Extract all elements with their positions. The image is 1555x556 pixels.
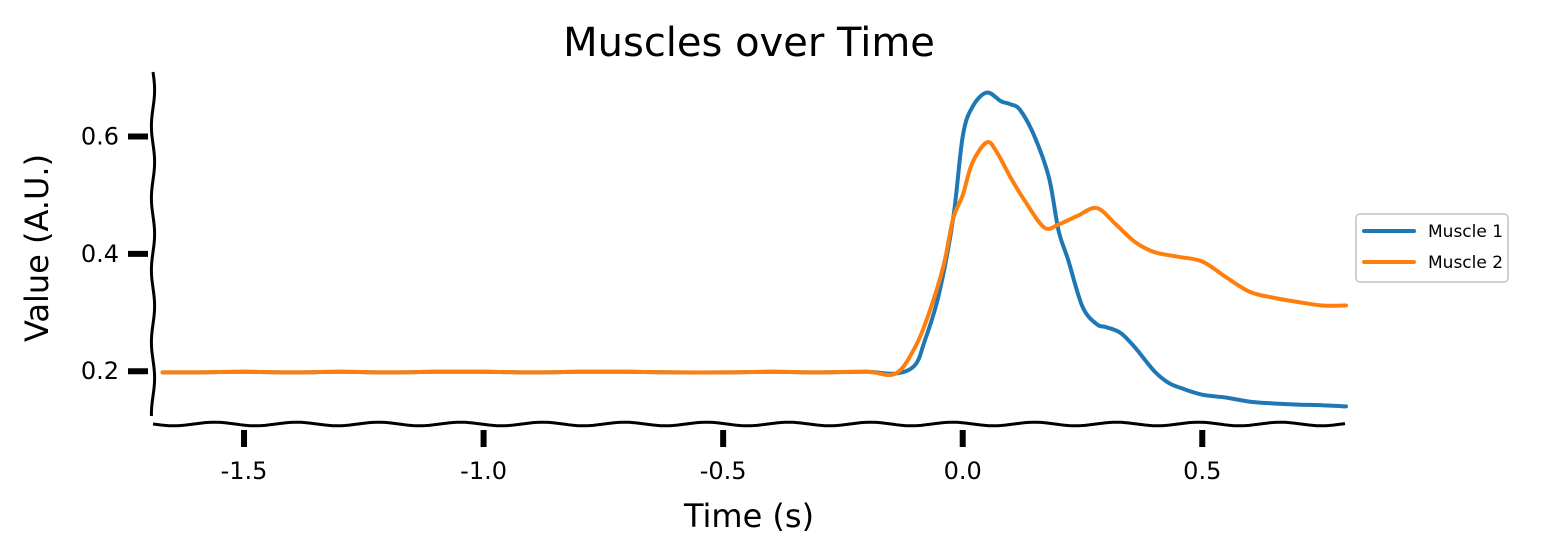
y-tick-label: 0.2 (81, 357, 119, 385)
legend-label-muscle-2: Muscle 2 (1428, 253, 1503, 273)
x-tick-label: -1.5 (221, 457, 268, 485)
axes: 0.2 0.4 0.6 -1.5 -1.0 -0.5 0.0 0.5 (81, 71, 1346, 485)
x-tick-label: -0.5 (700, 457, 747, 485)
series-line-muscle-2 (160, 139, 1348, 377)
series-line-muscle-1 (160, 90, 1348, 409)
y-axis-line (149, 71, 157, 416)
y-tick-label: 0.6 (81, 123, 119, 151)
y-tick-label: 0.4 (81, 240, 119, 268)
x-axis-label: Time (s) (683, 497, 814, 535)
series-layer (160, 90, 1348, 409)
x-axis-line (152, 420, 1346, 428)
legend-label-muscle-1: Muscle 1 (1428, 222, 1503, 242)
y-axis-label: Value (A.U.) (18, 154, 56, 342)
x-ticks: -1.5 -1.0 -0.5 0.0 0.5 (221, 430, 1221, 485)
x-tick-label: -1.0 (460, 457, 507, 485)
x-tick-label: 0.0 (944, 457, 982, 485)
x-tick-label: 0.5 (1183, 457, 1221, 485)
legend: Muscle 1 Muscle 2 (1355, 213, 1509, 283)
chart-title: Muscles over Time (563, 20, 935, 66)
y-ticks: 0.2 0.4 0.6 (81, 123, 148, 385)
